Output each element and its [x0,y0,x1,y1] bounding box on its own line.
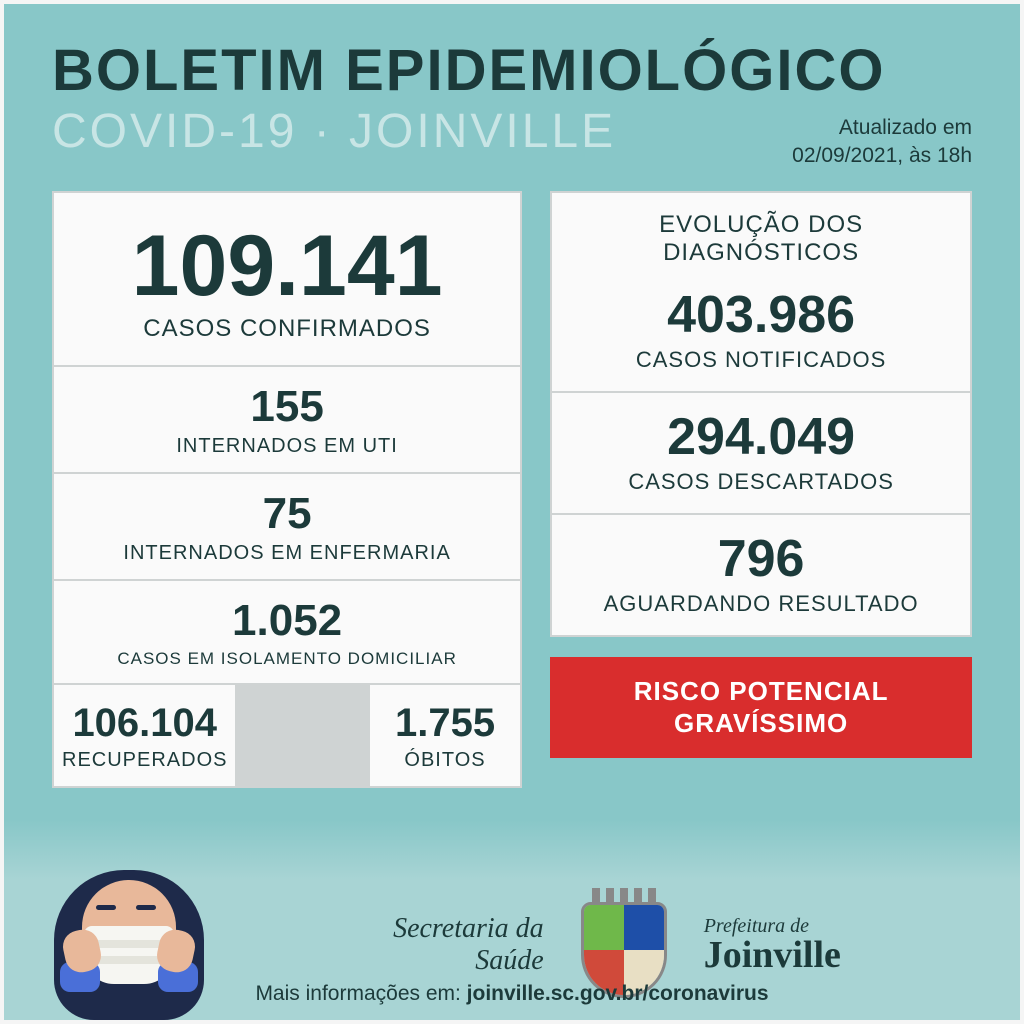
agu-label: AGUARDANDO RESULTADO [560,591,962,617]
stat-confirmed: 109.141 CASOS CONFIRMADOS [54,193,520,365]
right-title: EVOLUÇÃO DOS DIAGNÓSTICOS [552,193,970,271]
prefeitura-label: Prefeitura de Joinville [704,916,841,974]
stat-aguardando: 796 AGUARDANDO RESULTADO [552,515,970,635]
panels-row: 109.141 CASOS CONFIRMADOS 155 INTERNADOS… [4,179,1020,788]
secretaria-label: Secretaria da Saúde [393,913,544,977]
uti-value: 155 [62,385,512,429]
risk-line1: RISCO POTENCIAL [634,676,889,706]
confirmed-label: CASOS CONFIRMADOS [62,315,512,343]
rec-label: RECUPERADOS [62,749,227,772]
more-info-label: Mais informações em: [255,982,466,1005]
risk-line2: GRAVÍSSIMO [674,708,848,738]
update-timestamp: Atualizado em 02/09/2021, às 18h [792,114,972,171]
obt-value: 1.755 [378,703,512,743]
update-date: 02/09/2021, às 18h [792,144,972,167]
title-main: BOLETIM EPIDEMIOLÓGICO [52,42,972,100]
stat-recuperados: 106.104 RECUPERADOS [54,685,235,786]
update-label: Atualizado em [839,116,972,139]
more-info-url: joinville.sc.gov.br/coronavirus [467,982,769,1005]
rec-value: 106.104 [62,703,227,743]
bulletin-container: BOLETIM EPIDEMIOLÓGICO COVID-19 · JOINVI… [4,4,1020,1020]
bottom-row: 106.104 RECUPERADOS 1.755 ÓBITOS [54,685,520,786]
notif-value: 403.986 [560,289,962,341]
notif-label: CASOS NOTIFICADOS [560,347,962,373]
uti-label: INTERNADOS EM UTI [62,435,512,458]
iso-value: 1.052 [62,599,512,643]
left-panel: 109.141 CASOS CONFIRMADOS 155 INTERNADOS… [52,191,522,788]
right-panel: EVOLUÇÃO DOS DIAGNÓSTICOS 403.986 CASOS … [550,191,972,788]
header: BOLETIM EPIDEMIOLÓGICO COVID-19 · JOINVI… [4,4,1020,179]
confirmed-value: 109.141 [62,223,512,309]
enf-label: INTERNADOS EM ENFERMARIA [62,542,512,565]
stat-notificados: 403.986 CASOS NOTIFICADOS [552,271,970,391]
stat-obitos: 1.755 ÓBITOS [370,685,520,786]
iso-label: CASOS EM ISOLAMENTO DOMICILIAR [62,649,512,669]
risk-banner: RISCO POTENCIAL GRAVÍSSIMO [550,657,972,758]
right-card: EVOLUÇÃO DOS DIAGNÓSTICOS 403.986 CASOS … [550,191,972,637]
desc-label: CASOS DESCARTADOS [560,469,962,495]
stat-descartados: 294.049 CASOS DESCARTADOS [552,393,970,513]
obt-label: ÓBITOS [378,749,512,772]
enf-value: 75 [62,492,512,536]
stat-enfermaria: 75 INTERNADOS EM ENFERMARIA [54,474,520,579]
more-info: Mais informações em: joinville.sc.gov.br… [4,982,1020,1006]
agu-value: 796 [560,533,962,585]
stat-isolamento: 1.052 CASOS EM ISOLAMENTO DOMICILIAR [54,581,520,683]
stat-uti: 155 INTERNADOS EM UTI [54,367,520,472]
divider [235,685,369,786]
desc-value: 294.049 [560,411,962,463]
